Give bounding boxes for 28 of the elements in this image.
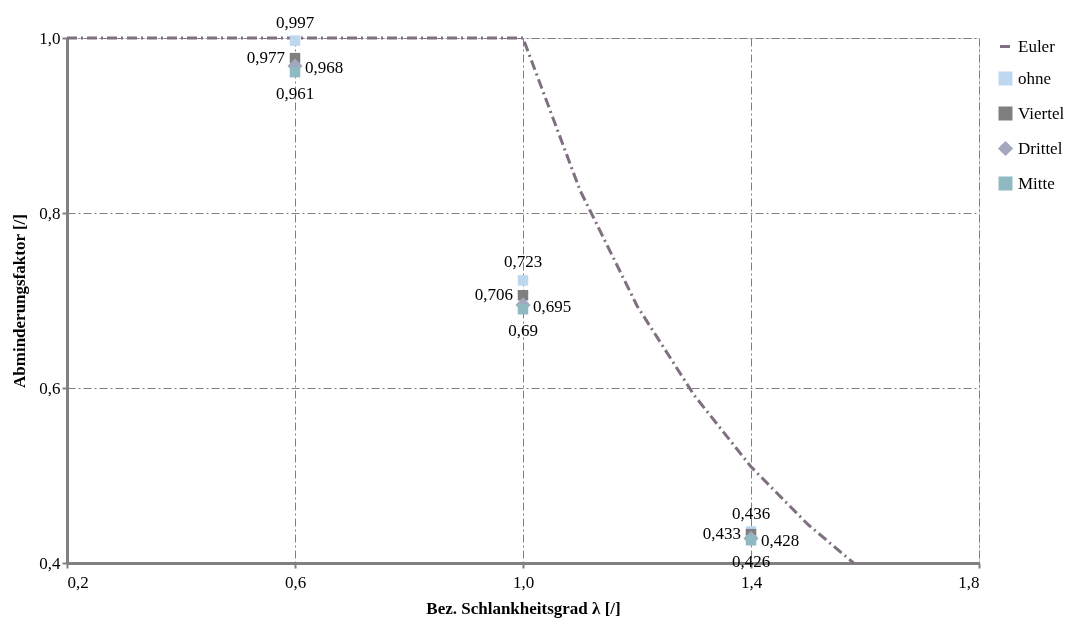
x-tick-label: 0,2 (67, 572, 89, 592)
data-label: 0,428 (761, 530, 800, 550)
legend-label: Viertel (1018, 103, 1065, 123)
data-label: 0,997 (275, 12, 315, 32)
y-axis-title: Abminderungsfaktor [/] (10, 214, 30, 388)
data-label: 0,961 (275, 84, 315, 104)
x-tick-label: 0,6 (284, 572, 307, 592)
x-tick-label: 1,4 (740, 572, 763, 592)
data-label: 0,977 (246, 48, 286, 68)
y-tick-label: 0,4 (39, 553, 61, 573)
data-label: 0,436 (731, 503, 771, 523)
data-label: 0,433 (702, 524, 741, 544)
x-tick-label: 1,0 (512, 572, 535, 592)
legend-label: Drittel (1018, 138, 1063, 158)
legend-label: ohne (1018, 68, 1052, 88)
data-label: 0,968 (305, 58, 344, 77)
x-tick-label: 1,8 (958, 572, 980, 592)
y-tick-label: 1,0 (39, 28, 61, 48)
y-tick-label: 0,8 (39, 203, 61, 223)
legend-label: Euler (1018, 36, 1056, 56)
data-label: 0,695 (533, 296, 572, 316)
legend-label: Mitte (1018, 173, 1055, 193)
y-tick-label: 0,6 (39, 378, 61, 398)
x-axis-title: Bez. Schlankheitsgrad λ [/] (426, 598, 621, 618)
data-label: 0,69 (508, 321, 538, 341)
data-label: 0,723 (503, 252, 543, 272)
data-label: 0,706 (474, 285, 513, 305)
data-label: 0,426 (731, 552, 771, 572)
